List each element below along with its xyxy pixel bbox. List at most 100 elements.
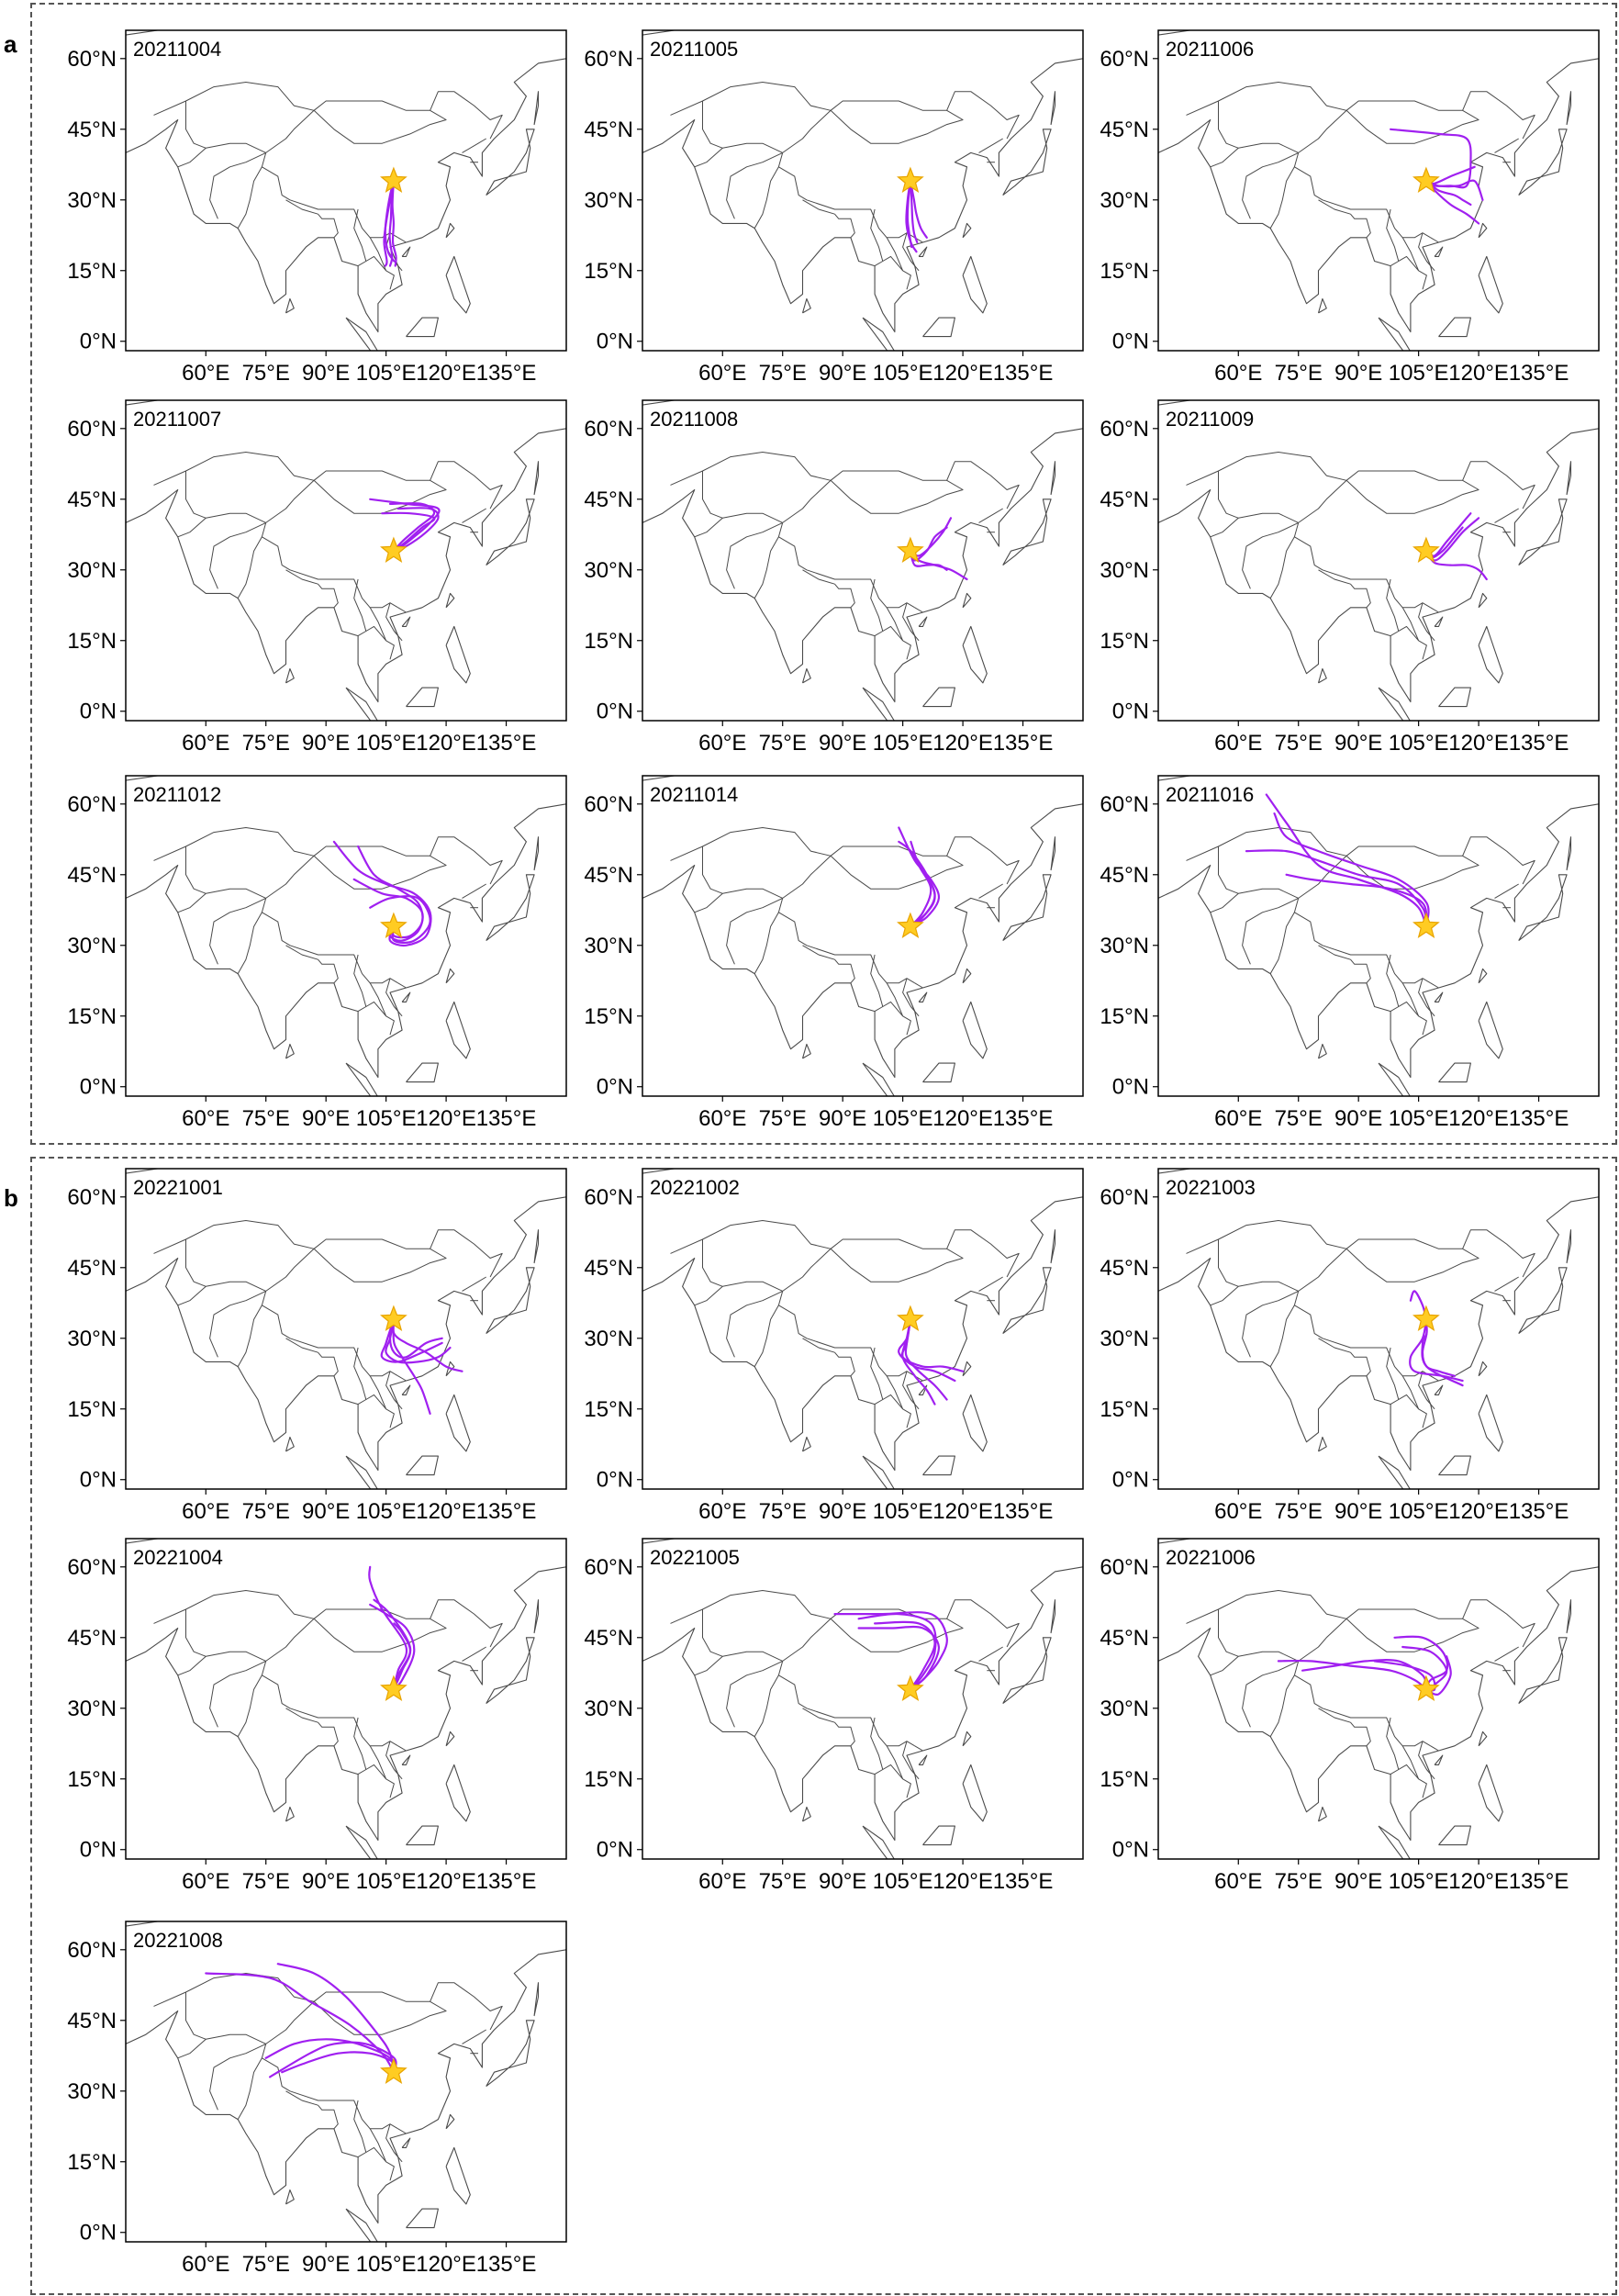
coastline [1378,1455,1411,1489]
coastline [126,58,566,333]
coastline [1378,317,1411,351]
country-border [1293,855,1431,984]
y-tick-label: 45°N [584,118,633,142]
coastline [486,129,535,196]
map-panel-20221001: 0°N 15°N 30°N 45°N 60°N 60°E 75°E 90°E 105°E 120°… [67,1168,567,1524]
country-border [353,578,367,637]
country-border [285,2090,318,2106]
country-border [313,109,447,144]
y-tick-label: 30°N [67,188,117,213]
country-border [369,607,387,641]
map-svg: 0°N 15°N 30°N 45°N 60°N 60°E 75°E 90°E 105°E 120°… [67,29,567,386]
coastline [1158,1566,1599,1842]
map-content [126,400,566,721]
country-border [1210,1285,1239,1306]
country-border [365,625,395,660]
y-tick-label: 60°N [67,417,117,442]
country-border [834,1351,855,1377]
x-tick-label: 75°E [242,1106,290,1131]
country-border [153,827,503,885]
country-border [153,82,503,140]
trajectory-line [1421,1318,1464,1387]
y-tick-label: 0°N [597,1075,633,1100]
country-border [726,151,783,219]
coastline [1518,1637,1568,1705]
y-tick-label: 0°N [597,1838,633,1863]
x-tick-label: 90°E [302,1869,350,1894]
group-a-box [30,3,1617,1145]
coastline [801,667,811,684]
coastline [406,2208,439,2229]
coastline [401,1754,411,1765]
coastline [445,222,455,239]
coastline [533,461,540,496]
x-tick-label: 135°E [476,1106,537,1131]
x-tick-label: 75°E [1275,1106,1323,1131]
site-star-marker [897,536,924,563]
panel-date-label: 20221001 [133,1176,223,1199]
y-tick-label: 30°N [1100,188,1149,213]
map-panel-20211008: 0°N 15°N 30°N 45°N 60°N 60°E 75°E 90°E 105°E 120°… [584,399,1084,756]
site-star-marker [380,2057,408,2084]
x-tick-label: 105°E [1389,1106,1449,1131]
country-border [237,536,262,599]
country-border [1494,508,1519,523]
y-tick-label: 45°N [67,1256,117,1281]
country-border [1218,471,1299,523]
country-border [882,255,911,290]
country-border [702,101,783,153]
x-tick-label: 120°E [932,361,993,386]
x-tick-label: 90°E [302,361,350,386]
country-border [1318,1708,1351,1723]
country-border [1398,625,1427,660]
site-star-marker [1412,1674,1440,1701]
map-frame [642,399,1084,722]
map-panel-20211007: 0°N 15°N 30°N 45°N 60°N 60°E 75°E 90°E 105°E 120°… [67,399,567,756]
x-tick-label: 75°E [242,1869,290,1894]
x-tick-label: 90°E [1334,731,1382,756]
site-star-marker [897,1305,924,1331]
country-border [1398,255,1427,290]
y-tick-label: 30°N [1100,1327,1149,1351]
x-tick-label: 120°E [416,1869,476,1894]
country-border [353,1347,367,1406]
country-border [1430,1745,1439,1752]
map-content [1158,776,1599,1096]
panel-date-label: 20211006 [1166,38,1255,61]
x-tick-label: 120°E [932,1869,993,1894]
map-content [126,1169,566,1489]
country-border [1494,1276,1519,1292]
country-border [670,1220,1020,1278]
panel-date-label: 20221005 [650,1546,740,1569]
coastline [1050,836,1056,871]
x-tick-label: 105°E [356,1106,417,1131]
coastline [1317,1806,1327,1822]
x-tick-label: 60°E [182,1106,229,1131]
trajectory-line [205,1972,395,2074]
coastline [126,428,566,703]
site-star-marker [1412,166,1440,193]
x-tick-label: 75°E [242,361,290,386]
x-tick-label: 120°E [416,2252,476,2277]
country-border [1293,109,1431,239]
coastline [445,1730,455,1747]
country-border [185,101,266,153]
y-tick-label: 15°N [67,1397,117,1422]
country-border [1418,232,1435,272]
coastline [406,1825,439,1846]
x-tick-label: 120°E [1448,1499,1509,1524]
x-tick-label: 75°E [759,361,807,386]
y-tick-label: 45°N [67,1626,117,1651]
x-tick-label: 60°E [698,361,746,386]
x-tick-label: 105°E [356,361,417,386]
coastline [1478,1764,1503,1822]
x-tick-label: 60°E [698,731,746,756]
coastline [285,667,295,684]
country-border [237,912,262,974]
coastline [285,1806,295,1822]
country-border [1218,101,1299,153]
country-border [397,237,407,243]
trajectory-line [905,180,918,253]
x-tick-label: 60°E [698,1869,746,1894]
panel-date-label: 20221003 [1166,1176,1256,1199]
